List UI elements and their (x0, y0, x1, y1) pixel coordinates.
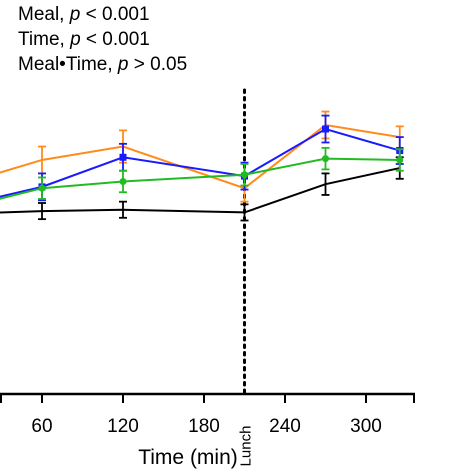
x-axis-title: Time (min) (138, 446, 238, 469)
stat-meal-value: < 0.001 (80, 4, 150, 25)
stat-interaction-value: > 0.05 (128, 54, 188, 75)
x-tick-label: 240 (269, 416, 301, 437)
data-point (322, 155, 329, 163)
stat-meal-p: p (69, 4, 81, 25)
x-tick-label: 180 (188, 416, 220, 437)
stat-interaction: Meal•Time, p > 0.05 (18, 54, 187, 76)
stat-time-label: Time, (18, 29, 71, 50)
stat-time-value: < 0.001 (80, 29, 150, 50)
data-point (396, 156, 404, 164)
stat-interaction-p: p (117, 54, 129, 75)
series-line (0, 167, 400, 214)
data-point (322, 125, 329, 133)
data-point (119, 153, 127, 161)
stat-time: Time, p < 0.001 (18, 29, 150, 51)
lunch-marker-label: Lunch (238, 426, 255, 467)
series-line (0, 123, 400, 190)
x-tick-label: 60 (31, 416, 52, 437)
data-point (241, 171, 248, 179)
data-point (119, 177, 127, 185)
x-tick-label: 300 (350, 416, 382, 437)
stat-meal: Meal, p < 0.001 (18, 4, 150, 26)
stat-meal-label: Meal, (18, 4, 70, 25)
stat-time-p: p (70, 29, 81, 50)
series-line (0, 157, 400, 200)
series-line (0, 127, 401, 198)
stat-interaction-label: Meal•Time, (18, 54, 118, 75)
data-point (38, 184, 46, 192)
x-tick-label: 120 (107, 416, 139, 437)
